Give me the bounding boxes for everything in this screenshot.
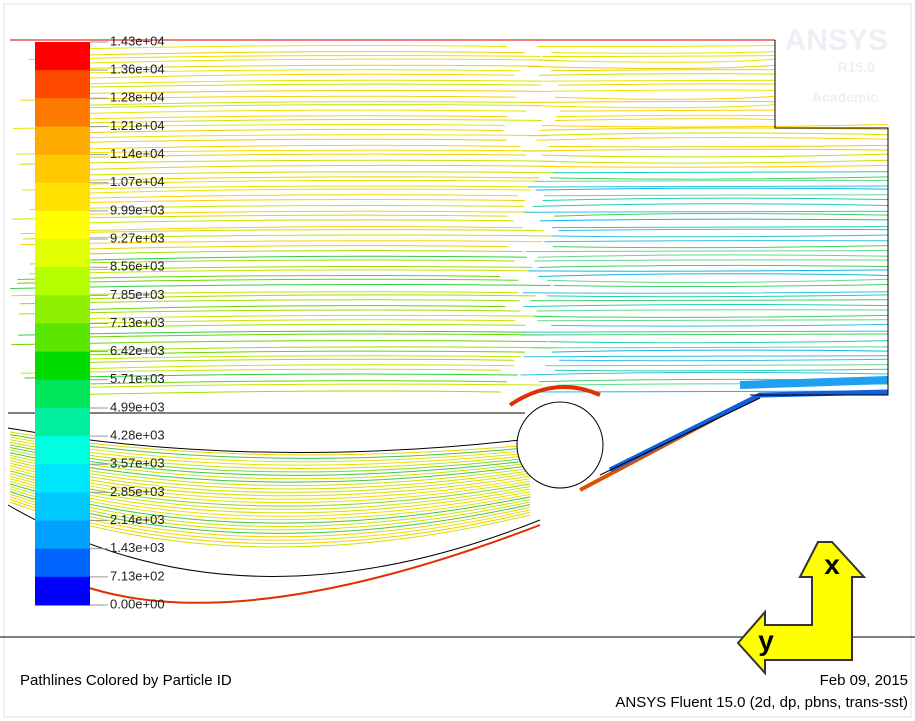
colorbar-label: 7.85e+03 — [110, 287, 165, 302]
colorbar-label: 5.71e+03 — [110, 371, 165, 386]
colorbar-swatch — [35, 155, 90, 184]
colorbar-swatch — [35, 408, 90, 437]
colorbar-label: 9.27e+03 — [110, 230, 165, 245]
colorbar-swatch — [35, 521, 90, 550]
colorbar-label: 8.56e+03 — [110, 259, 165, 274]
colorbar-swatch — [35, 380, 90, 409]
colorbar-label: 7.13e+03 — [110, 315, 165, 330]
colorbar-label: 1.21e+04 — [110, 118, 165, 133]
colorbar-swatch — [35, 42, 90, 71]
colorbar-label: 1.43e+04 — [110, 33, 165, 48]
pathline — [740, 380, 888, 385]
colorbar-label: 6.42e+03 — [110, 343, 165, 358]
colorbar-label: 2.14e+03 — [110, 512, 165, 527]
colorbar-swatch — [35, 239, 90, 268]
colorbar-label: 3.57e+03 — [110, 456, 165, 471]
logo-edition: Academic — [812, 89, 878, 105]
colorbar-swatch — [35, 464, 90, 493]
colorbar-swatch — [35, 492, 90, 521]
date: Feb 09, 2015 — [820, 672, 908, 689]
solver-info: ANSYS Fluent 15.0 (2d, dp, pbns, trans-s… — [615, 694, 908, 711]
colorbar-label: 4.99e+03 — [110, 399, 165, 414]
colorbar-label: 2.85e+03 — [110, 484, 165, 499]
colorbar-swatch — [35, 549, 90, 578]
x-axis-label: x — [824, 549, 840, 580]
colorbar-label: 1.28e+04 — [110, 90, 165, 105]
colorbar-label: 1.36e+04 — [110, 62, 165, 77]
colorbar-swatch — [35, 577, 90, 606]
colorbar-label: 4.28e+03 — [110, 428, 165, 443]
colorbar-label: 1.14e+04 — [110, 146, 165, 161]
logo-name: ANSYS — [785, 24, 888, 57]
colorbar-swatch — [35, 267, 90, 296]
colorbar-swatch — [35, 295, 90, 324]
caption: Pathlines Colored by Particle ID — [20, 672, 232, 689]
logo-version: R15.0 — [838, 59, 876, 75]
colorbar-label: 7.13e+02 — [110, 568, 165, 583]
colorbar-swatch — [35, 211, 90, 240]
colorbar-swatch — [35, 98, 90, 127]
colorbar-label: 1.43e+03 — [110, 540, 165, 555]
colorbar-label: 1.07e+04 — [110, 174, 165, 189]
fluent-window: 1.43e+04 1.36e+04 1.28e+04 1.21e+04 1.14e+04… — [0, 0, 915, 721]
colorbar-label: 0.00e+00 — [110, 596, 165, 611]
colorbar-swatch — [35, 126, 90, 155]
y-axis-label: y — [758, 625, 774, 656]
colorbar-swatch — [35, 70, 90, 99]
cylinder — [517, 402, 603, 488]
colorbar-swatch — [35, 436, 90, 465]
colorbar-swatch — [35, 324, 90, 353]
colorbar-swatch — [35, 183, 90, 212]
colorbar-label: 9.99e+03 — [110, 202, 165, 217]
colorbar-swatch — [35, 352, 90, 381]
